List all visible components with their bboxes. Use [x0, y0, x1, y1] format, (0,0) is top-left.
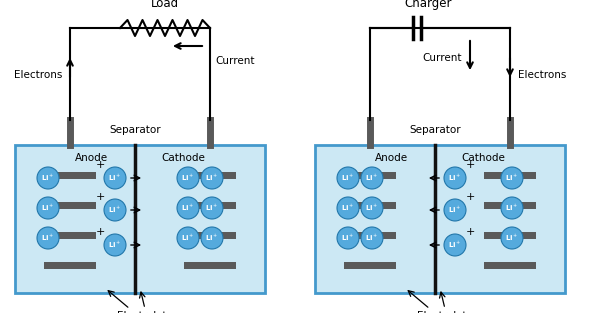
Text: Cathode: Cathode	[161, 153, 205, 163]
Bar	[184, 202, 236, 208]
Bar	[44, 261, 96, 269]
Bar	[184, 172, 236, 178]
Circle shape	[104, 167, 126, 189]
Circle shape	[361, 227, 383, 249]
Text: Li$^+$: Li$^+$	[108, 205, 122, 215]
Circle shape	[201, 227, 223, 249]
Text: Li$^+$: Li$^+$	[41, 233, 55, 243]
Circle shape	[37, 197, 59, 219]
Text: +: +	[466, 192, 475, 202]
Text: Li$^+$: Li$^+$	[448, 240, 462, 250]
Bar	[44, 232, 96, 239]
Text: Li$^+$: Li$^+$	[448, 173, 462, 183]
Text: Li$^+$: Li$^+$	[205, 173, 219, 183]
Text: Li$^+$: Li$^+$	[205, 233, 219, 243]
Text: Li$^+$: Li$^+$	[108, 173, 122, 183]
Bar	[315, 145, 565, 293]
Bar	[344, 202, 396, 208]
Text: Li$^+$: Li$^+$	[181, 203, 195, 213]
Text: Li$^+$: Li$^+$	[341, 173, 355, 183]
Bar	[484, 261, 536, 269]
Text: Li$^+$: Li$^+$	[181, 173, 195, 183]
Text: Charger: Charger	[404, 0, 452, 10]
Text: Load: Load	[151, 0, 179, 10]
Bar	[344, 232, 396, 239]
Circle shape	[177, 197, 199, 219]
Circle shape	[37, 167, 59, 189]
Circle shape	[37, 227, 59, 249]
Bar	[344, 172, 396, 178]
Circle shape	[444, 199, 466, 221]
Text: Li$^+$: Li$^+$	[41, 173, 55, 183]
Text: Li$^+$: Li$^+$	[181, 233, 195, 243]
Text: Electrons: Electrons	[518, 70, 566, 80]
Circle shape	[501, 167, 523, 189]
Text: Li$^+$: Li$^+$	[505, 173, 519, 183]
Bar	[484, 232, 536, 239]
Circle shape	[104, 199, 126, 221]
Text: +: +	[95, 160, 104, 170]
Text: Separator: Separator	[409, 125, 461, 135]
Text: Electrolyte: Electrolyte	[117, 311, 173, 313]
Text: Current: Current	[422, 53, 462, 63]
Text: Li$^+$: Li$^+$	[365, 173, 379, 183]
Text: +: +	[466, 160, 475, 170]
Circle shape	[361, 167, 383, 189]
Circle shape	[501, 227, 523, 249]
Text: Li$^+$: Li$^+$	[41, 203, 55, 213]
Text: Anode: Anode	[75, 153, 108, 163]
Text: Li$^+$: Li$^+$	[205, 203, 219, 213]
Bar	[44, 202, 96, 208]
Circle shape	[104, 234, 126, 256]
Circle shape	[177, 227, 199, 249]
Text: Li$^+$: Li$^+$	[341, 203, 355, 213]
Circle shape	[444, 234, 466, 256]
Text: Li$^+$: Li$^+$	[108, 240, 122, 250]
Text: +: +	[95, 192, 104, 202]
Text: Li$^+$: Li$^+$	[341, 233, 355, 243]
Text: Electrolyte: Electrolyte	[417, 311, 473, 313]
Circle shape	[337, 197, 359, 219]
Text: Li$^+$: Li$^+$	[448, 205, 462, 215]
Text: Electrons: Electrons	[14, 70, 62, 80]
Circle shape	[501, 197, 523, 219]
Bar	[484, 172, 536, 178]
Text: +: +	[466, 227, 475, 237]
Circle shape	[201, 197, 223, 219]
Bar	[44, 172, 96, 178]
Text: Li$^+$: Li$^+$	[365, 233, 379, 243]
Text: Li$^+$: Li$^+$	[505, 203, 519, 213]
Circle shape	[444, 167, 466, 189]
Text: Li$^+$: Li$^+$	[505, 233, 519, 243]
Text: Separator: Separator	[109, 125, 161, 135]
Circle shape	[361, 197, 383, 219]
Text: Li$^+$: Li$^+$	[365, 203, 379, 213]
Text: +: +	[95, 227, 104, 237]
Text: Anode: Anode	[375, 153, 408, 163]
Text: Cathode: Cathode	[461, 153, 505, 163]
Circle shape	[201, 167, 223, 189]
Bar	[15, 145, 265, 293]
Bar	[344, 261, 396, 269]
Circle shape	[177, 167, 199, 189]
Bar	[184, 232, 236, 239]
Bar	[484, 202, 536, 208]
Circle shape	[337, 227, 359, 249]
Text: Current: Current	[215, 56, 254, 66]
Bar	[184, 261, 236, 269]
Circle shape	[337, 167, 359, 189]
